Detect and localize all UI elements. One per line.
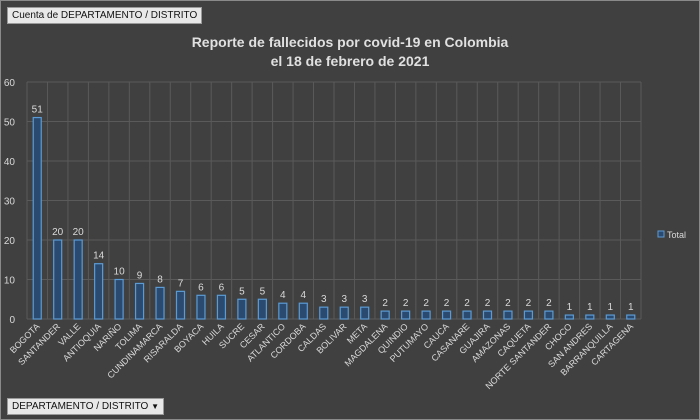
data-label: 14 (93, 251, 105, 262)
bar (237, 298, 247, 320)
bar (441, 310, 452, 320)
data-label: 51 (32, 105, 44, 116)
data-label: 3 (341, 294, 347, 305)
bar (339, 306, 349, 320)
values-field-button[interactable]: Cuenta de DEPARTAMENTO / DISTRITO (7, 7, 203, 24)
data-label: 3 (321, 294, 327, 305)
title-line-1: Reporte de fallecidos por covid-19 en Co… (191, 34, 509, 50)
legend-swatch (657, 230, 665, 238)
y-tick-label: 50 (4, 118, 16, 129)
bar (94, 263, 104, 320)
data-label: 1 (567, 302, 573, 313)
data-label: 7 (178, 278, 184, 289)
bar (53, 239, 63, 320)
bar (216, 294, 227, 320)
data-label: 2 (444, 298, 450, 309)
chart-title: Reporte de fallecidos por covid-19 en Co… (0, 33, 700, 71)
y-tick-label: 40 (4, 157, 16, 168)
bar (278, 302, 288, 320)
bar (523, 310, 534, 320)
axis-field-button[interactable]: DEPARTAMENTO / DISTRITO ▼ (7, 398, 165, 415)
data-label: 2 (423, 298, 429, 309)
bar (360, 306, 370, 320)
bar (544, 310, 554, 320)
data-label: 2 (403, 298, 409, 309)
y-tick-label: 10 (4, 276, 16, 287)
bar (175, 290, 186, 320)
data-label: 2 (382, 298, 388, 309)
triangle-down-icon: ▼ (151, 402, 160, 411)
data-label: 2 (546, 298, 552, 309)
data-label: 10 (114, 267, 126, 278)
data-label: 5 (239, 286, 245, 297)
bar (380, 310, 390, 320)
bar (196, 294, 206, 320)
data-label: 2 (526, 298, 532, 309)
data-label: 6 (219, 282, 225, 293)
bar (503, 310, 513, 320)
bar (155, 286, 165, 320)
data-label: 2 (505, 298, 511, 309)
bar (626, 314, 636, 320)
data-label: 8 (157, 274, 163, 285)
bar (32, 116, 42, 320)
bar (73, 239, 83, 320)
data-label: 3 (362, 294, 368, 305)
bar (605, 314, 615, 320)
data-label: 2 (464, 298, 470, 309)
bar (114, 278, 124, 320)
bar (319, 306, 329, 320)
data-label: 1 (628, 302, 634, 313)
data-label: 1 (608, 302, 614, 313)
bar (564, 314, 574, 320)
data-label: 2 (485, 298, 491, 309)
data-label: 9 (137, 270, 143, 281)
bar (401, 310, 411, 320)
legend-label: Total (667, 230, 686, 240)
y-tick-label: 0 (9, 315, 15, 326)
axis-field-label: DEPARTAMENTO / DISTRITO (12, 401, 149, 412)
bar (421, 310, 431, 320)
y-tick-label: 60 (4, 78, 16, 89)
bar (298, 302, 308, 320)
data-label: 4 (301, 290, 307, 301)
bar (462, 310, 472, 320)
bar (585, 314, 595, 320)
data-label: 5 (260, 286, 266, 297)
title-line-2: el 18 de febrero de 2021 (270, 53, 430, 69)
y-tick-label: 30 (4, 197, 16, 208)
bar (134, 282, 145, 320)
bar (482, 310, 493, 320)
bar (257, 298, 267, 320)
data-label: 20 (73, 227, 85, 238)
data-label: 4 (280, 290, 286, 301)
data-label: 1 (587, 302, 593, 313)
data-label: 20 (52, 227, 64, 238)
y-tick-label: 20 (4, 236, 16, 247)
data-label: 6 (198, 282, 204, 293)
